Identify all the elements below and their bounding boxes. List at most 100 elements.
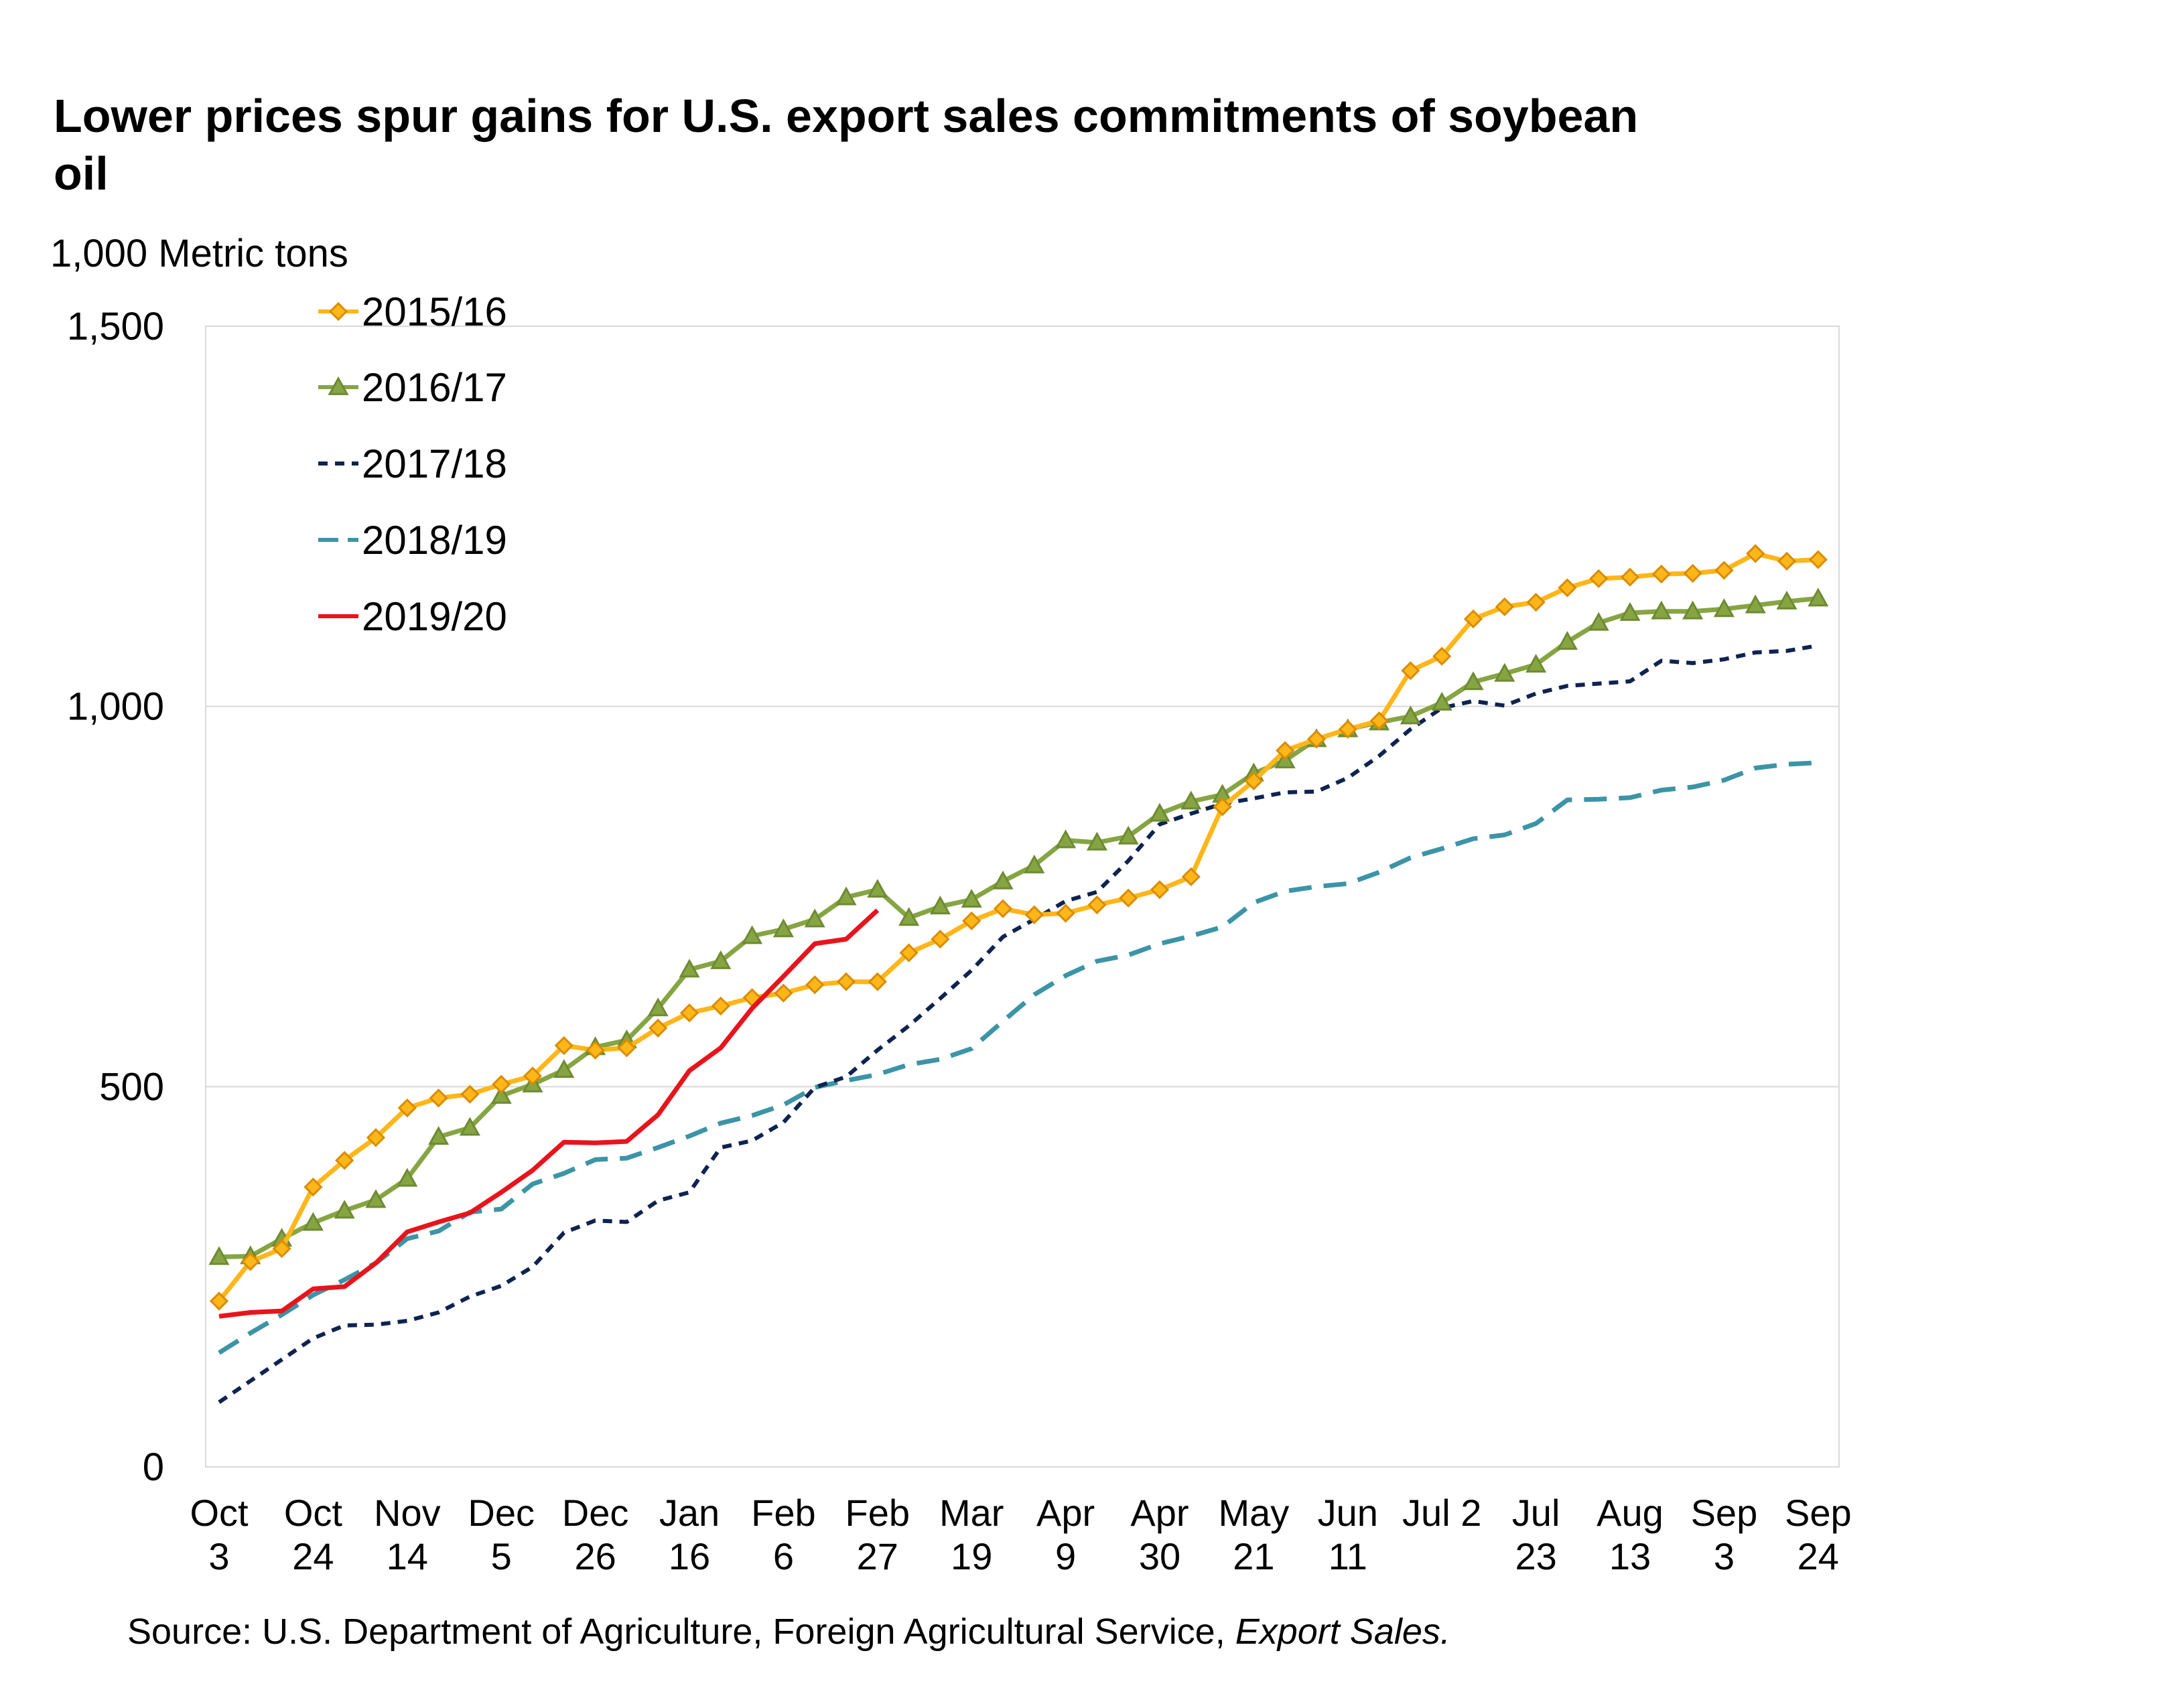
data-point [302,1212,324,1231]
gridlines [205,326,1840,1468]
x-tick-label-line2: 6 [773,1535,794,1577]
data-point [1181,867,1201,887]
y-tick-label: 500 [99,1065,164,1109]
data-point [429,1088,448,1108]
data-point [835,886,857,906]
legend-label: 2019/20 [362,594,507,639]
data-point [992,870,1014,889]
x-tick-label: Nov [374,1492,441,1534]
data-point [428,1126,450,1145]
series-2017-18 [218,643,1819,1404]
data-point [1745,594,1766,614]
x-tick-label-line2: 5 [491,1535,512,1577]
y-tick-label: 1,000 [67,685,164,729]
data-point [679,1003,699,1023]
y-tick-label: 0 [143,1445,164,1489]
data-point [1526,593,1546,612]
data-point [649,1018,668,1038]
legend: 2015/16 2016/17 2017/18 2018/19 2019/20 [318,289,507,639]
legend-item: 2015/16 [318,289,507,334]
source-note: Source: U.S. Department of Agriculture, … [127,1611,1450,1652]
data-point [1651,600,1672,620]
data-point [1400,705,1421,725]
data-point [523,1066,543,1086]
x-tick-label-line2: 19 [951,1535,992,1577]
data-point [1432,646,1452,666]
series-line [218,595,1819,1260]
x-tick-label-line2: 27 [857,1535,898,1577]
data-point [711,996,730,1016]
data-point [805,975,825,995]
data-point [710,950,732,969]
data-point [1620,567,1640,587]
data-point [1117,825,1139,845]
data-point [836,972,856,991]
data-point [1494,662,1515,682]
data-point [1683,563,1702,583]
data-point [334,1200,355,1219]
data-point [617,1038,636,1058]
x-tick-label-line2: 3 [208,1535,229,1577]
x-tick-label: May [1219,1492,1290,1534]
data-point [460,1084,480,1104]
x-tick-label: Oct [284,1492,343,1534]
data-point [1276,741,1295,760]
series-2019-20 [218,908,880,1319]
data-point [1588,612,1609,631]
x-tick-label: Jul [1512,1492,1560,1534]
data-point [1463,671,1484,691]
legend-item: 2019/20 [318,594,507,639]
source-text: Source: U.S. Department of Agriculture, … [127,1612,1235,1652]
series-line [217,551,1818,1303]
x-tick-label-line2: 13 [1609,1535,1651,1577]
data-point [272,1239,291,1259]
data-point [1244,771,1264,791]
data-point [899,943,919,963]
data-point [1087,895,1107,915]
data-point [1213,797,1232,816]
data-point [208,1246,230,1265]
data-point [898,907,920,926]
data-point [1526,654,1547,673]
data-point [209,1291,229,1311]
chart-title: Lower prices spur gains for U.S. export … [54,90,1639,200]
x-tick-label-line2: 30 [1139,1535,1180,1577]
data-point [804,908,825,928]
x-tick-label: Mar [939,1492,1004,1534]
data-point [365,1189,387,1208]
x-tick-label-line2: 23 [1515,1535,1556,1577]
data-point [397,1098,417,1118]
data-point [335,1151,354,1170]
x-tick-label: Jun [1318,1492,1378,1534]
x-tick-label: Jan [659,1492,720,1534]
data-point [459,1117,480,1136]
x-tick-label: Apr [1036,1492,1095,1534]
data-point [1495,597,1514,617]
data-point [868,972,887,991]
data-point [772,918,794,938]
data-point [1776,590,1798,610]
data-point [1086,831,1107,851]
data-point [961,888,982,908]
data-point [366,1128,386,1147]
data-point [1055,829,1077,849]
y-axis-ticks: 0 500 1,000 1,500 [67,305,164,1489]
data-point [1119,888,1138,908]
data-point [1056,904,1075,923]
x-tick-label-line2: 26 [574,1535,616,1577]
series-line [218,908,880,1319]
data-point [1463,609,1483,629]
y-axis-title: 1,000 Metric tons [50,232,348,275]
data-point [397,1167,418,1187]
data-point [586,1040,605,1060]
x-tick-label-line2: 24 [1798,1535,1839,1577]
data-point [492,1074,511,1094]
x-tick-label-line2: 11 [1329,1535,1367,1577]
data-point [1024,854,1045,873]
series-2018-19 [218,760,1818,1355]
data-point [554,1036,573,1056]
data-point [1808,550,1828,569]
x-tick-label: Dec [562,1492,629,1534]
data-point [303,1178,323,1197]
